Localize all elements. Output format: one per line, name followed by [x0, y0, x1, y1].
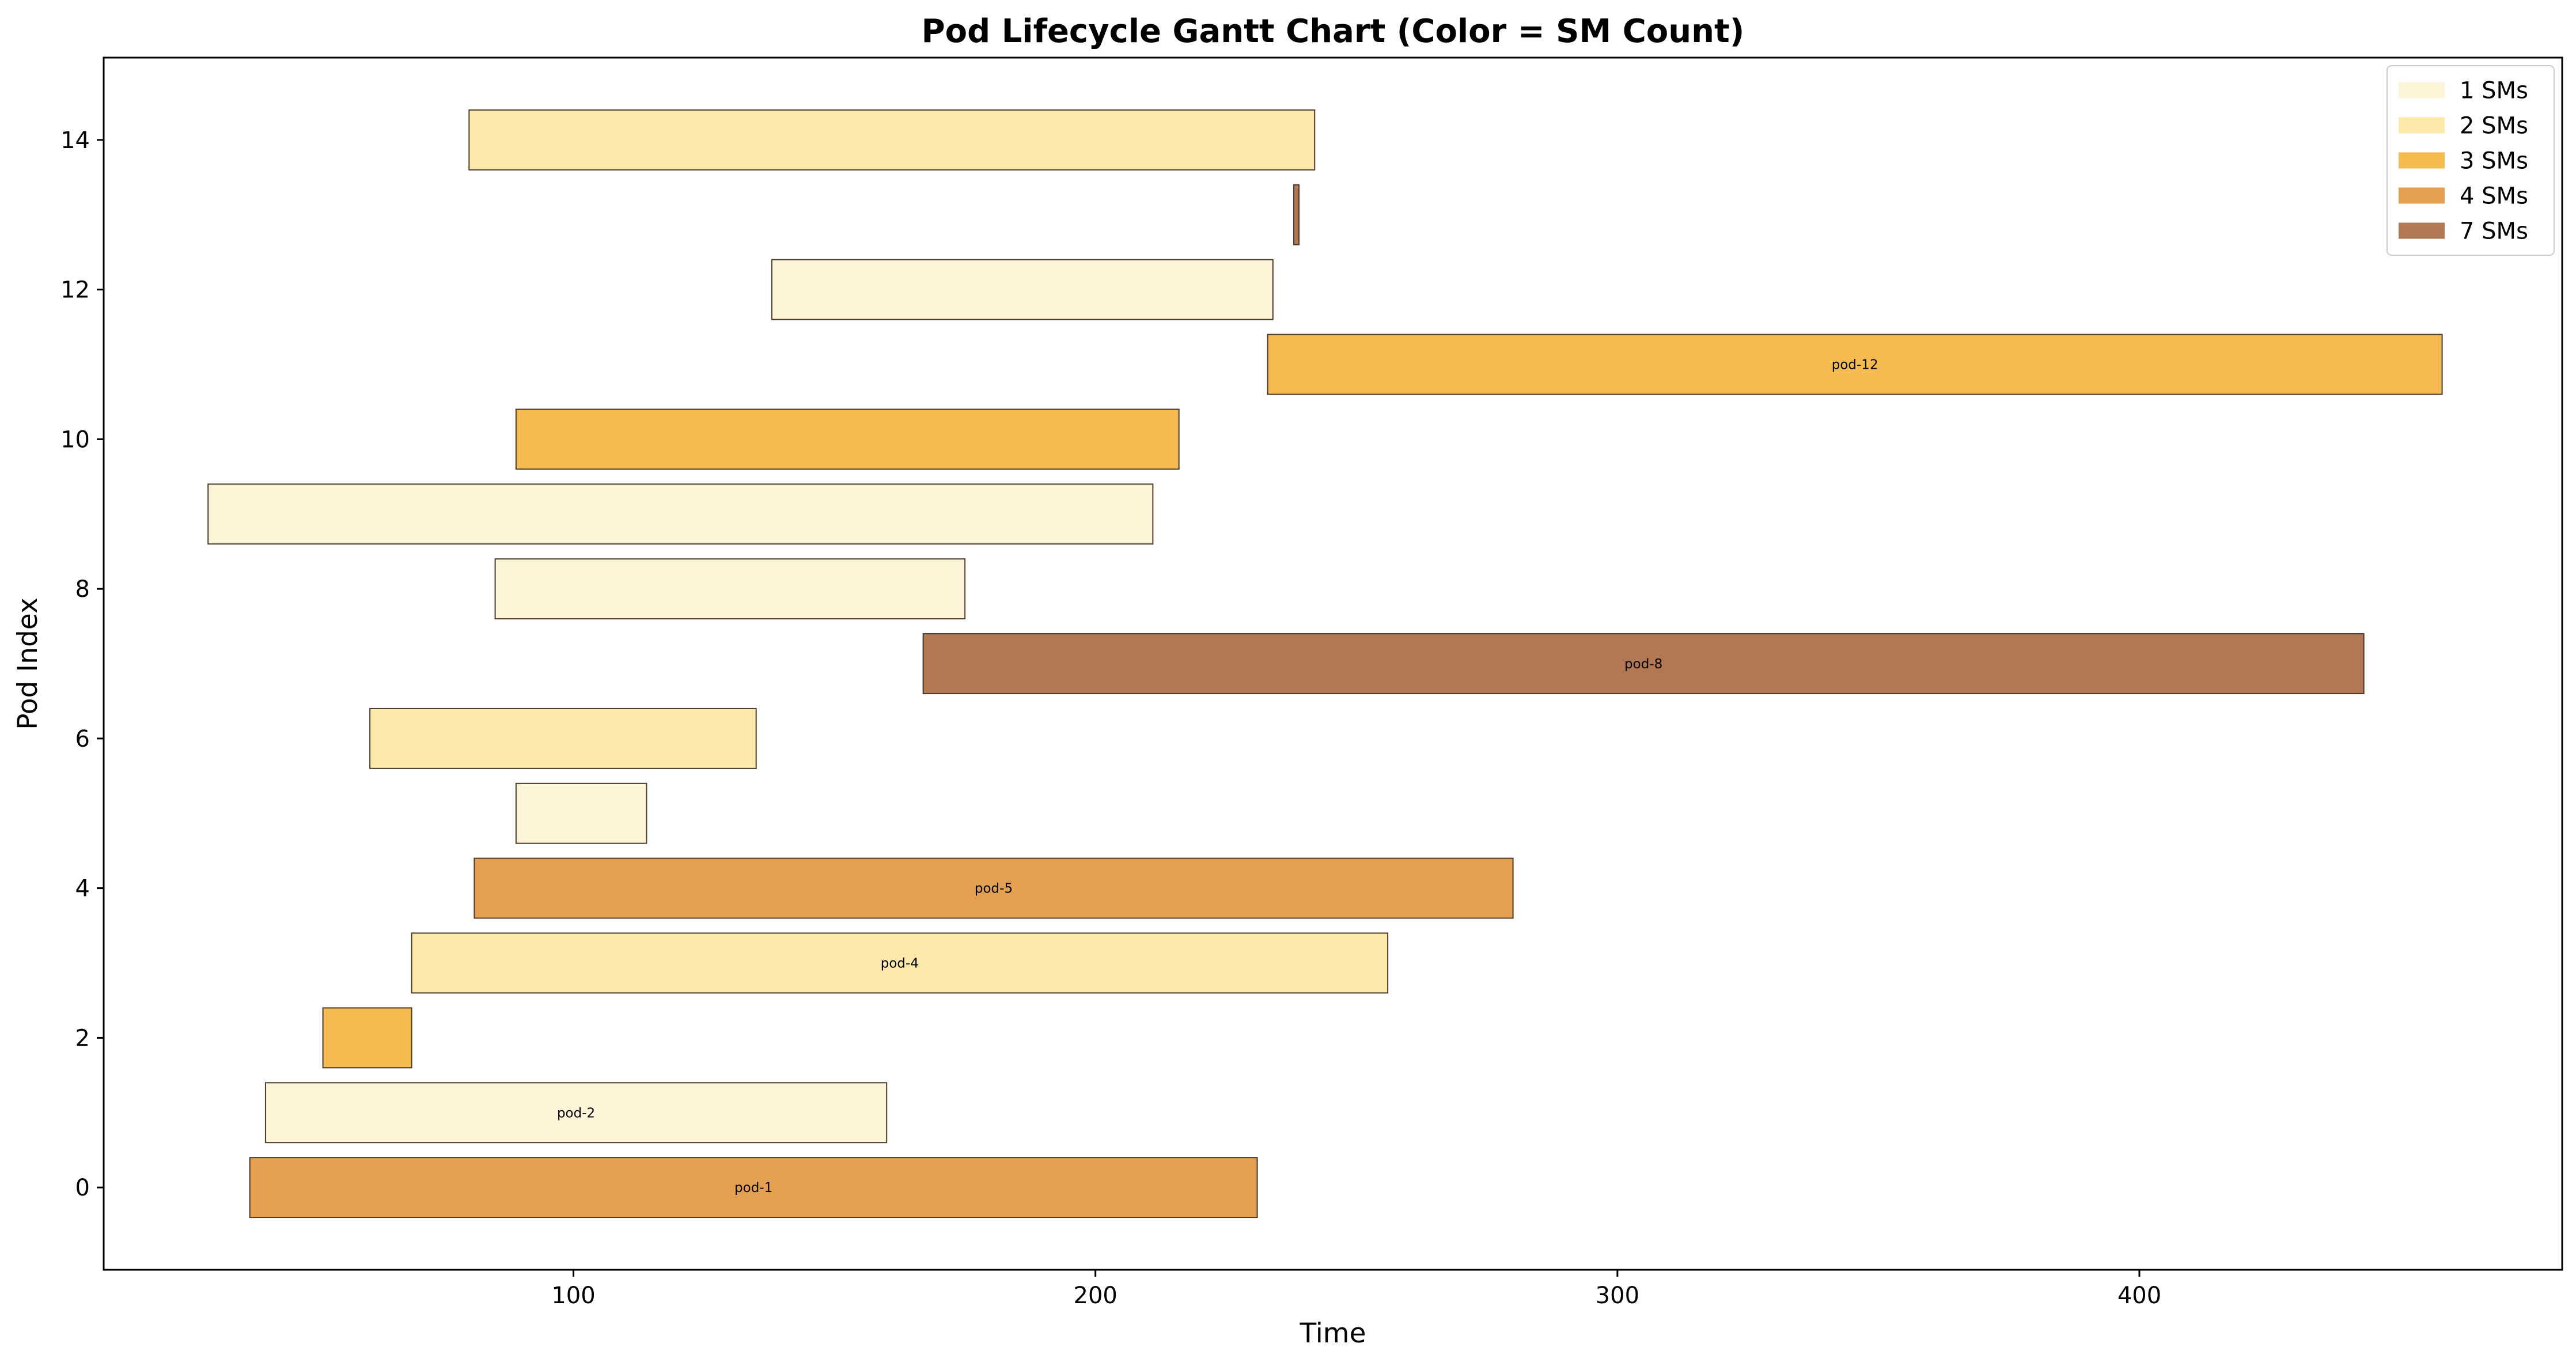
x-tick-label: 400: [2117, 1282, 2161, 1309]
legend-swatch: [2399, 187, 2445, 204]
gantt-bar: [264, 1082, 888, 1144]
gantt-bar: [207, 483, 1154, 545]
legend-label: 2 SMs: [2460, 113, 2528, 139]
legend-swatch: [2399, 152, 2445, 169]
gantt-bar: [411, 932, 1389, 994]
gantt-bar: [473, 857, 1514, 919]
bars-layer: pod-1 pod-2 pod-4 pod-5 pod-8 pod-12: [207, 109, 2443, 1219]
gantt-bar: [922, 633, 2365, 694]
plot-area-frame: [103, 56, 2563, 1271]
x-axis-label: Time: [1299, 1318, 1366, 1349]
y-tick-label: 0: [75, 1175, 90, 1201]
legend-swatch: [2399, 117, 2445, 134]
legend: 1 SMs 2 SMs 3 SMs 4 SMs 7 SMs: [2386, 65, 2555, 256]
x-tick-label: 300: [1596, 1282, 1639, 1309]
gantt-bar: [369, 707, 757, 769]
gantt-bar: [515, 408, 1180, 470]
gantt-bar: [494, 558, 966, 620]
y-tick-label: 2: [75, 1025, 90, 1051]
legend-label: 4 SMs: [2460, 183, 2528, 210]
bar-label: pod-2: [557, 1106, 595, 1121]
y-tick-label: 12: [60, 277, 90, 304]
bar-label: pod-12: [1832, 357, 1878, 372]
gantt-bar: [322, 1007, 412, 1069]
bar-label: pod-1: [734, 1180, 772, 1195]
y-axis-label: Pod Index: [12, 597, 44, 730]
x-tick-label: 200: [1074, 1282, 1117, 1309]
bar-label: pod-8: [1624, 657, 1662, 672]
axes-layer: 100 200 300 400 0 2 4 6 8 10 12 14: [60, 127, 2161, 1309]
gantt-bar: [1293, 184, 1300, 245]
y-tick-label: 10: [60, 426, 90, 453]
chart-title: Pod Lifecycle Gantt Chart (Color = SM Co…: [922, 13, 1745, 50]
legend-label: 3 SMs: [2460, 148, 2528, 175]
gantt-bar: [1267, 334, 2443, 395]
legend-box: [2386, 65, 2555, 256]
bar-label: pod-5: [975, 881, 1013, 896]
legend-swatch: [2399, 82, 2445, 99]
y-tick-label: 8: [75, 576, 90, 603]
gantt-bar: [515, 782, 647, 844]
y-tick-label: 6: [75, 726, 90, 752]
gantt-bar: [771, 259, 1274, 320]
legend-swatch: [2399, 222, 2445, 239]
gantt-bar: [249, 1157, 1258, 1219]
x-tick-label: 100: [551, 1282, 595, 1309]
y-tick-label: 4: [75, 876, 90, 902]
gantt-bar: [468, 109, 1316, 171]
bar-label: pod-4: [881, 956, 919, 971]
legend-label: 7 SMs: [2460, 218, 2528, 245]
y-tick-label: 14: [60, 127, 90, 154]
legend-label: 1 SMs: [2460, 78, 2528, 104]
